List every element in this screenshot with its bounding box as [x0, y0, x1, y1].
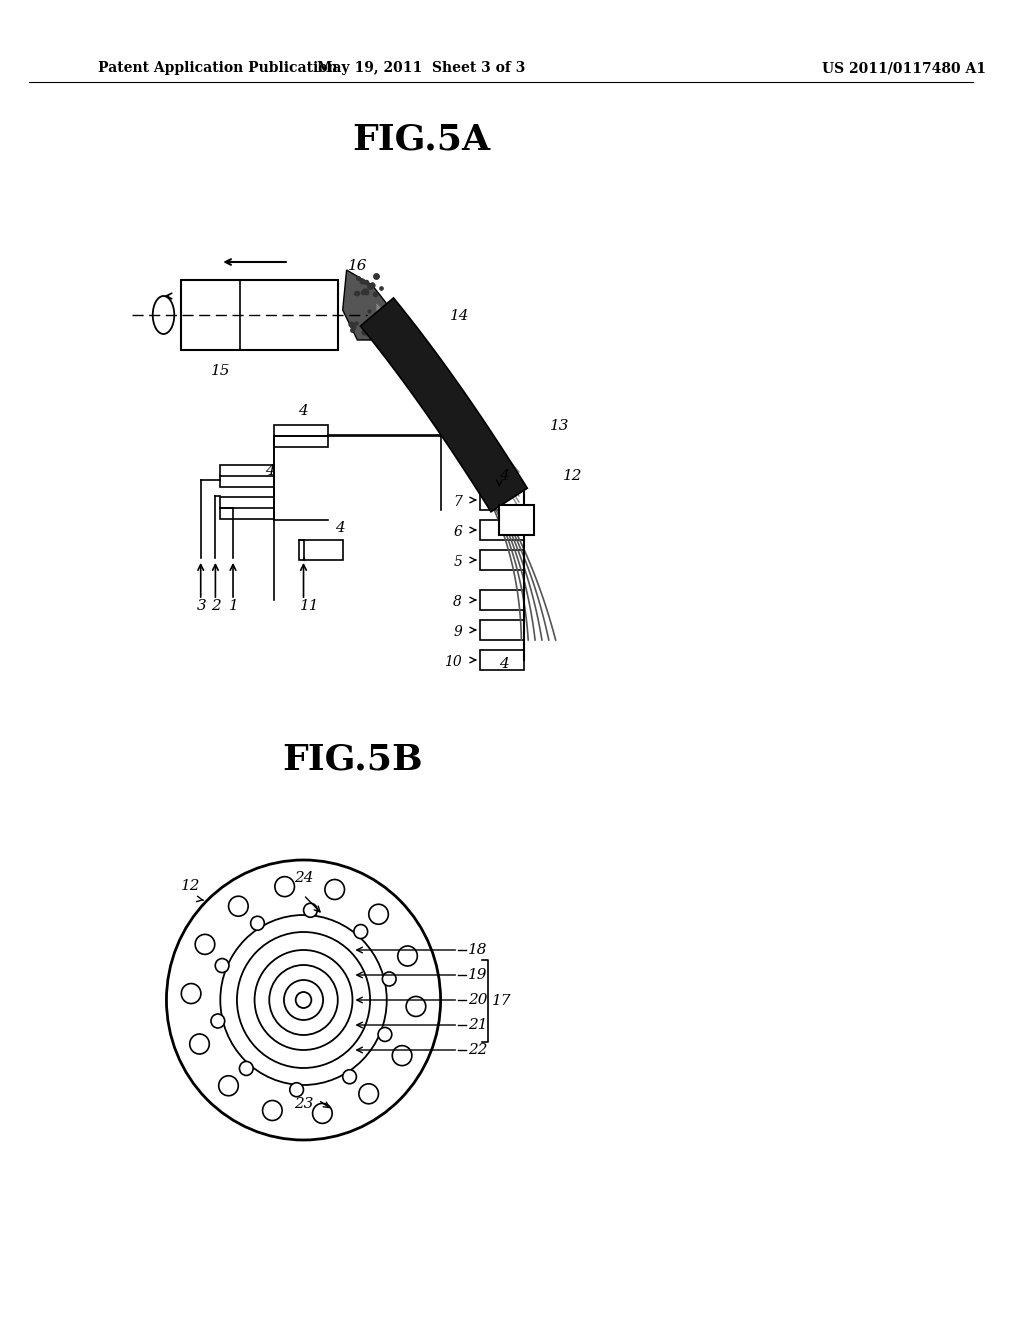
Bar	[274, 425, 328, 447]
Text: 10: 10	[444, 655, 462, 669]
Bar	[480, 490, 524, 510]
Circle shape	[325, 879, 344, 899]
Text: 9: 9	[454, 624, 462, 639]
Circle shape	[343, 1069, 356, 1084]
Text: US 2011/0117480 A1: US 2011/0117480 A1	[822, 61, 986, 75]
Circle shape	[189, 1034, 209, 1053]
Circle shape	[354, 924, 368, 939]
Circle shape	[303, 903, 317, 917]
Bar	[181, 280, 338, 350]
Circle shape	[215, 958, 229, 973]
Text: 24: 24	[294, 871, 313, 884]
Text: 14: 14	[451, 309, 470, 323]
Bar	[480, 590, 524, 610]
Text: 21: 21	[468, 1018, 487, 1032]
Text: May 19, 2011  Sheet 3 of 3: May 19, 2011 Sheet 3 of 3	[316, 61, 525, 75]
Polygon shape	[360, 298, 527, 512]
Circle shape	[219, 1076, 239, 1096]
Text: 18: 18	[468, 942, 487, 957]
Text: 3: 3	[197, 599, 207, 612]
Bar	[299, 540, 343, 560]
Text: 12: 12	[181, 879, 201, 894]
Circle shape	[262, 1101, 283, 1121]
Circle shape	[290, 1082, 303, 1097]
Circle shape	[358, 1084, 379, 1104]
Text: 4: 4	[500, 657, 509, 671]
Text: FIG.5A: FIG.5A	[352, 123, 490, 157]
Circle shape	[228, 896, 248, 916]
Circle shape	[397, 946, 418, 966]
Circle shape	[181, 983, 201, 1003]
Text: 13: 13	[550, 418, 569, 433]
Text: 4: 4	[335, 521, 345, 535]
Bar	[480, 620, 524, 640]
Text: 15: 15	[211, 364, 230, 378]
Bar	[480, 649, 524, 671]
Circle shape	[407, 997, 426, 1016]
Text: 6: 6	[454, 525, 462, 539]
Text: 20: 20	[468, 993, 487, 1007]
Text: 16: 16	[347, 259, 367, 273]
Text: 4: 4	[298, 404, 307, 418]
Circle shape	[240, 1061, 253, 1076]
Circle shape	[369, 904, 388, 924]
Circle shape	[378, 1027, 392, 1041]
Text: 22: 22	[468, 1043, 487, 1057]
Text: 4: 4	[500, 469, 509, 483]
Text: 11: 11	[300, 599, 319, 612]
Text: 4: 4	[265, 465, 275, 478]
Text: 23: 23	[294, 1097, 313, 1111]
Circle shape	[211, 1014, 224, 1028]
Text: Patent Application Publication: Patent Application Publication	[98, 61, 338, 75]
Text: 2: 2	[212, 599, 221, 612]
Bar	[220, 465, 274, 487]
Circle shape	[392, 1045, 412, 1065]
Text: 1: 1	[229, 599, 239, 612]
Bar	[480, 550, 524, 570]
Text: 12: 12	[563, 469, 583, 483]
Text: 5: 5	[454, 554, 462, 569]
Bar	[220, 498, 274, 519]
Circle shape	[196, 935, 215, 954]
Text: 7: 7	[454, 495, 462, 510]
Circle shape	[382, 972, 396, 986]
Bar	[480, 520, 524, 540]
Text: FIG.5B: FIG.5B	[283, 743, 423, 777]
Text: 8: 8	[454, 595, 462, 609]
Text: 19: 19	[468, 968, 487, 982]
Circle shape	[312, 1104, 332, 1123]
Circle shape	[251, 916, 264, 931]
Circle shape	[274, 876, 295, 896]
Polygon shape	[343, 271, 391, 341]
Bar	[500, 506, 534, 535]
Text: 17: 17	[492, 994, 511, 1008]
